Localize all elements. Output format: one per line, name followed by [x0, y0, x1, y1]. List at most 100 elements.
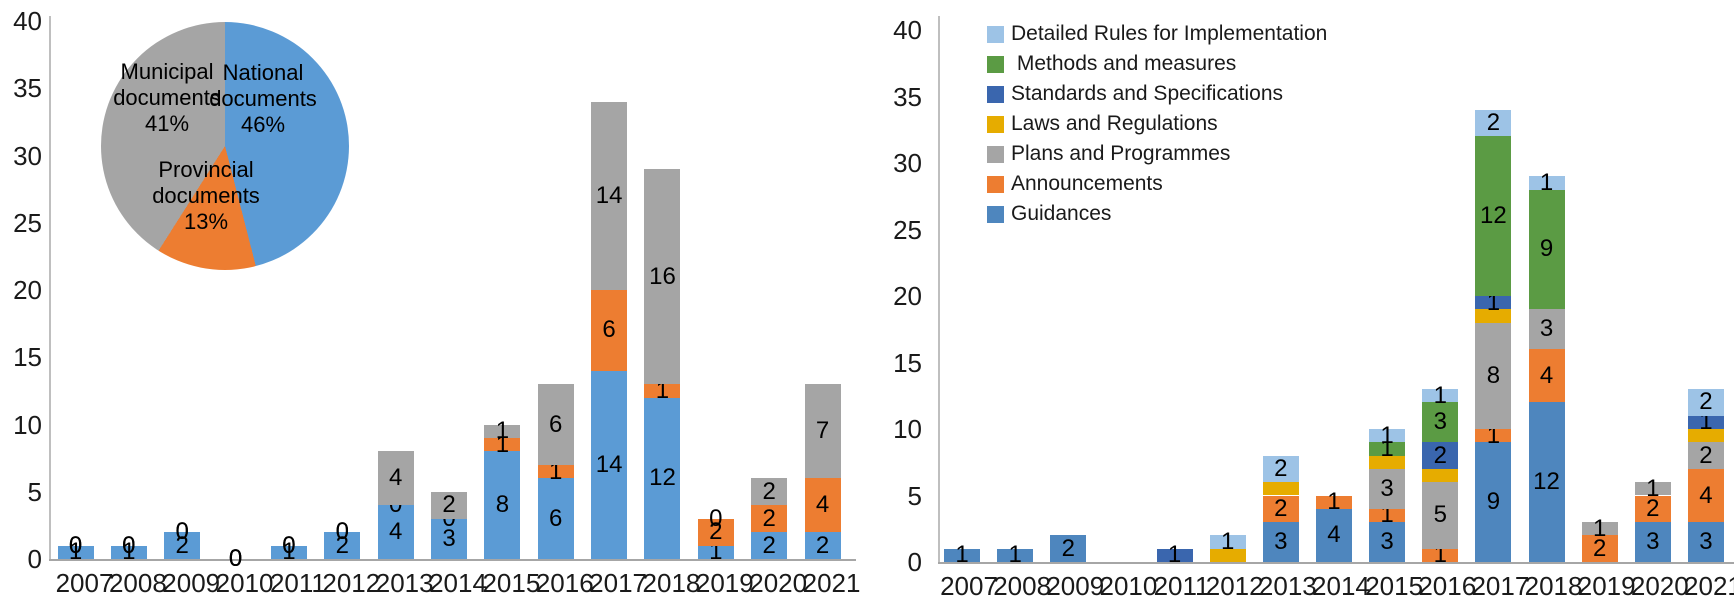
bar-segment-2015: [484, 451, 521, 559]
legend-item: Detailed Rules for Implementation: [987, 19, 1327, 49]
bar-value-label: 2: [335, 531, 349, 559]
bar-segment-2016: [1422, 468, 1459, 483]
bar-segment-2015: [1369, 442, 1406, 456]
legend-label: Guidances: [1011, 202, 1112, 225]
bar-segment-2011: [270, 545, 307, 559]
bar-value-label: 4: [388, 464, 403, 492]
legend-label: Methods and measures: [1011, 52, 1237, 75]
bar-segment-2017: [1475, 136, 1512, 296]
bar-value-label: 3: [1274, 528, 1288, 556]
bar-segment-2021: [804, 384, 841, 479]
x-tick-label: 2009: [1046, 571, 1105, 601]
bar-segment-2021: [804, 532, 841, 559]
y-tick-label: 5: [27, 476, 42, 507]
legend: Detailed Rules for Implementation Method…: [987, 19, 1327, 229]
x-tick-label: 2020: [1630, 571, 1689, 601]
bar-value-label: 1: [282, 538, 296, 566]
bar-segment-2009: [1050, 535, 1087, 562]
bar-segment-2020: [751, 478, 788, 506]
bar-segment-2014: [431, 518, 468, 559]
bar-segment-2020: [1634, 482, 1671, 496]
bar-value-label: 0: [175, 518, 189, 546]
bar-value-label: 14: [595, 450, 623, 478]
bar-value-label: 0: [282, 531, 296, 559]
x-tick-label: 2007: [940, 571, 998, 601]
bar-value-label: 1: [1539, 168, 1554, 196]
bar-segment-2008: [110, 545, 147, 559]
bar-segment-2012: [1209, 535, 1246, 549]
x-tick-label: 2015: [1365, 571, 1424, 601]
bar-value-label: 4: [815, 491, 830, 519]
y-tick-label: 25: [893, 214, 922, 245]
x-tick-label: 2019: [695, 568, 754, 598]
legend-item: Laws and Regulations: [987, 109, 1327, 139]
bar-value-label: 2: [762, 504, 776, 532]
y-tick-label: 15: [893, 347, 922, 378]
bar-value-label: 4: [388, 518, 403, 546]
bar-segment-2018: [1528, 309, 1565, 350]
bar-segment-2016: [1422, 402, 1459, 443]
x-tick-label: 2011: [1153, 571, 1210, 601]
y-tick-label: 20: [893, 281, 922, 311]
bar-segment-2009: [164, 532, 201, 559]
bar-value-label: 7: [815, 417, 830, 445]
bar-segment-2017: [1475, 322, 1512, 429]
bar-value-label: 3: [1433, 408, 1447, 436]
bar-value-label: 4: [1699, 481, 1713, 509]
bar-segment-2018: [1528, 402, 1565, 562]
bar-segment-2016: [537, 464, 574, 479]
bar-segment-2018: [1528, 176, 1565, 190]
legend-label: Announcements: [1011, 172, 1163, 195]
legend-swatch: [987, 145, 1004, 163]
x-tick-label: 2012: [1205, 571, 1264, 601]
bar-value-label: 2: [1699, 388, 1713, 416]
pie-label-national-documents: National documents 46%: [209, 60, 317, 137]
bar-value-label: 0: [335, 518, 349, 546]
bar-segment-2021: [1687, 415, 1724, 429]
bar-value-label: 4: [1539, 361, 1554, 389]
bar-value-label: 12: [1533, 468, 1560, 496]
bar-value-label: 5: [1433, 501, 1447, 529]
bar-segment-2020: [751, 505, 788, 533]
bar-segment-2015: [1369, 522, 1406, 562]
bar-segment-2016: [1422, 548, 1459, 562]
bar-segment-2019: [1581, 535, 1618, 562]
bar-value-label: 2: [1433, 441, 1447, 469]
bar-segment-2017: [1475, 309, 1512, 323]
bar-segment-2019: [1581, 522, 1618, 536]
x-axis-line: [938, 562, 1734, 564]
y-tick-label: 40: [893, 15, 922, 45]
x-tick-label: 2021: [1684, 571, 1734, 601]
x-tick-label: 2010: [1099, 571, 1158, 601]
bar-value-label: 3: [1380, 528, 1394, 556]
bar-value-label: 0: [282, 531, 296, 559]
bar-segment-2017: [591, 101, 628, 290]
x-tick-label: 2008: [108, 568, 167, 598]
bar-value-label: 4: [1327, 521, 1341, 549]
bar-value-label: 2: [709, 518, 723, 546]
bar-segment-2019: [697, 545, 734, 559]
x-tick-label: 2016: [1418, 571, 1477, 601]
bar-segment-2013: [1262, 522, 1299, 562]
bar-value-label: 2: [762, 477, 776, 505]
bar-value-label: 2: [175, 531, 189, 559]
y-tick-label: 10: [893, 414, 922, 444]
bar-segment-2016: [1422, 482, 1459, 549]
bar-value-label: 6: [549, 410, 563, 438]
bar-value-label: 1: [1380, 421, 1394, 449]
bar-segment-2016: [1422, 442, 1459, 469]
bar-value-label: 8: [1486, 361, 1501, 389]
bar-value-label: 0: [709, 504, 723, 532]
bar-value-label: 0: [228, 545, 243, 572]
bar-value-label: 0: [175, 518, 189, 546]
bar-value-label: 14: [595, 181, 623, 209]
bar-segment-2015: [1369, 508, 1406, 523]
bar-value-label: 2: [1592, 534, 1607, 562]
bar-segment-2018: [644, 384, 681, 398]
x-tick-label: 2018: [642, 568, 701, 598]
x-tick-label: 2013: [1258, 571, 1317, 601]
bar-value-label: 2: [815, 531, 830, 559]
